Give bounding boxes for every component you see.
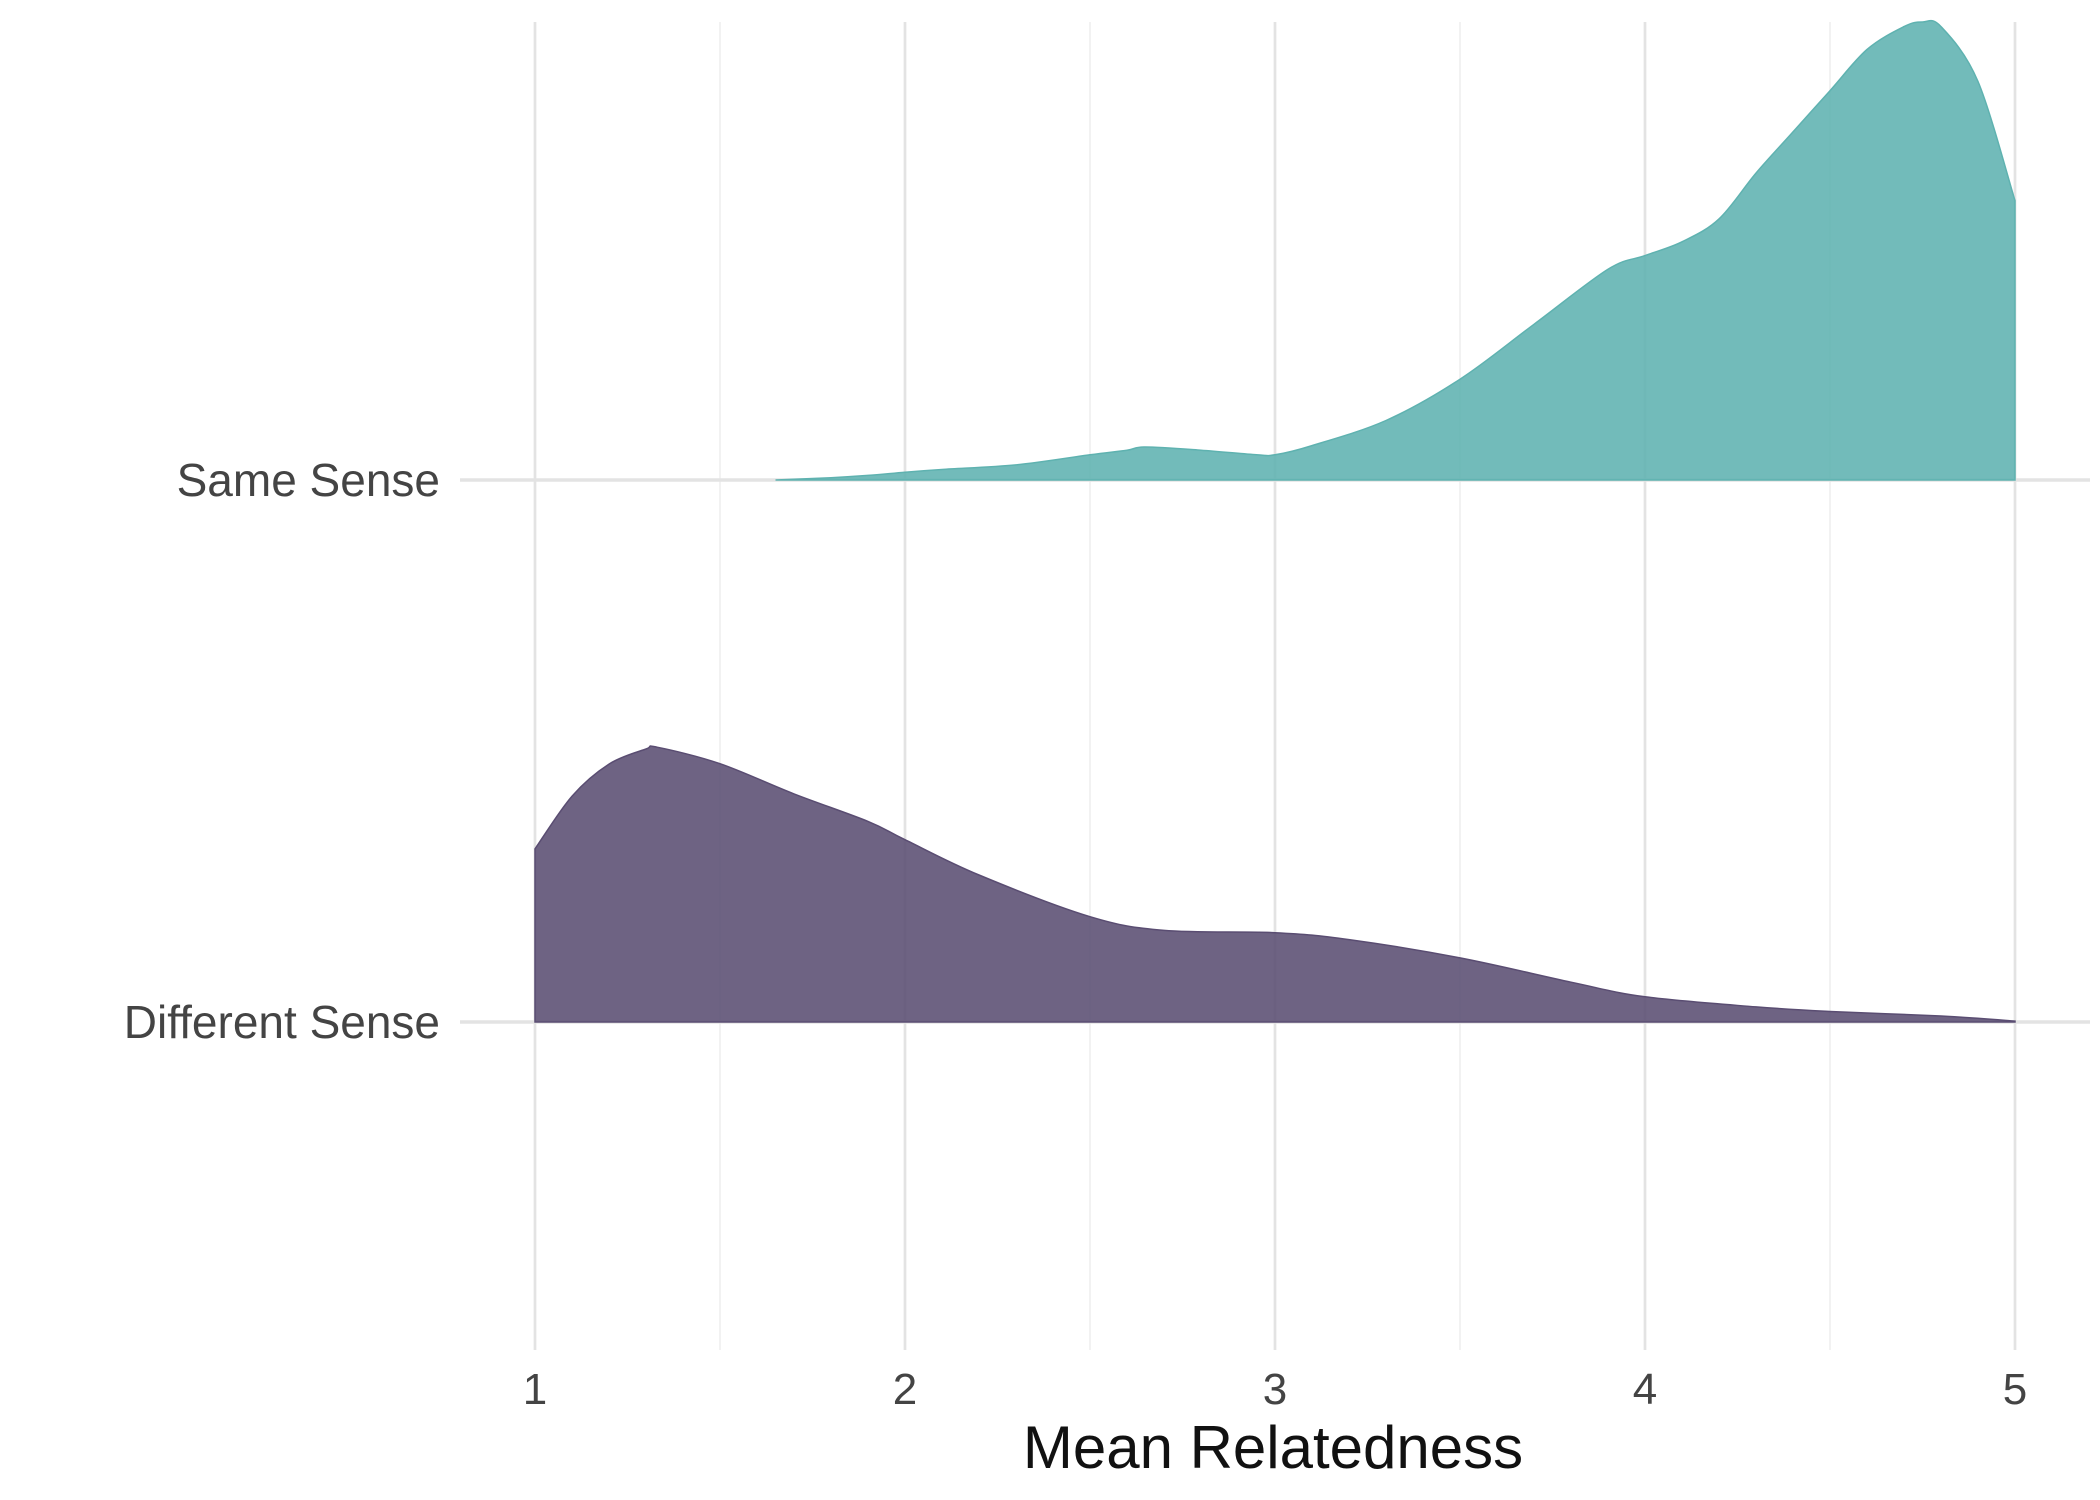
x-tick-label: 3 bbox=[1263, 1365, 1287, 1414]
x-tick-label: 2 bbox=[893, 1365, 917, 1414]
y-category-label: Different Sense bbox=[124, 996, 440, 1048]
y-category-label: Same Sense bbox=[177, 454, 440, 506]
labels: Same Sense Different Sense 1 2 3 4 5 bbox=[124, 454, 2027, 1414]
x-tick-label: 1 bbox=[523, 1365, 547, 1414]
x-tick-label: 5 bbox=[2003, 1365, 2027, 1414]
density-ridge-same-sense bbox=[775, 19, 2016, 481]
x-tick-label: 4 bbox=[1633, 1365, 1657, 1414]
ridges bbox=[534, 19, 2016, 1023]
density-ridge-different-sense bbox=[534, 745, 2016, 1023]
x-axis-title: Mean Relatedness bbox=[1023, 1414, 1523, 1481]
